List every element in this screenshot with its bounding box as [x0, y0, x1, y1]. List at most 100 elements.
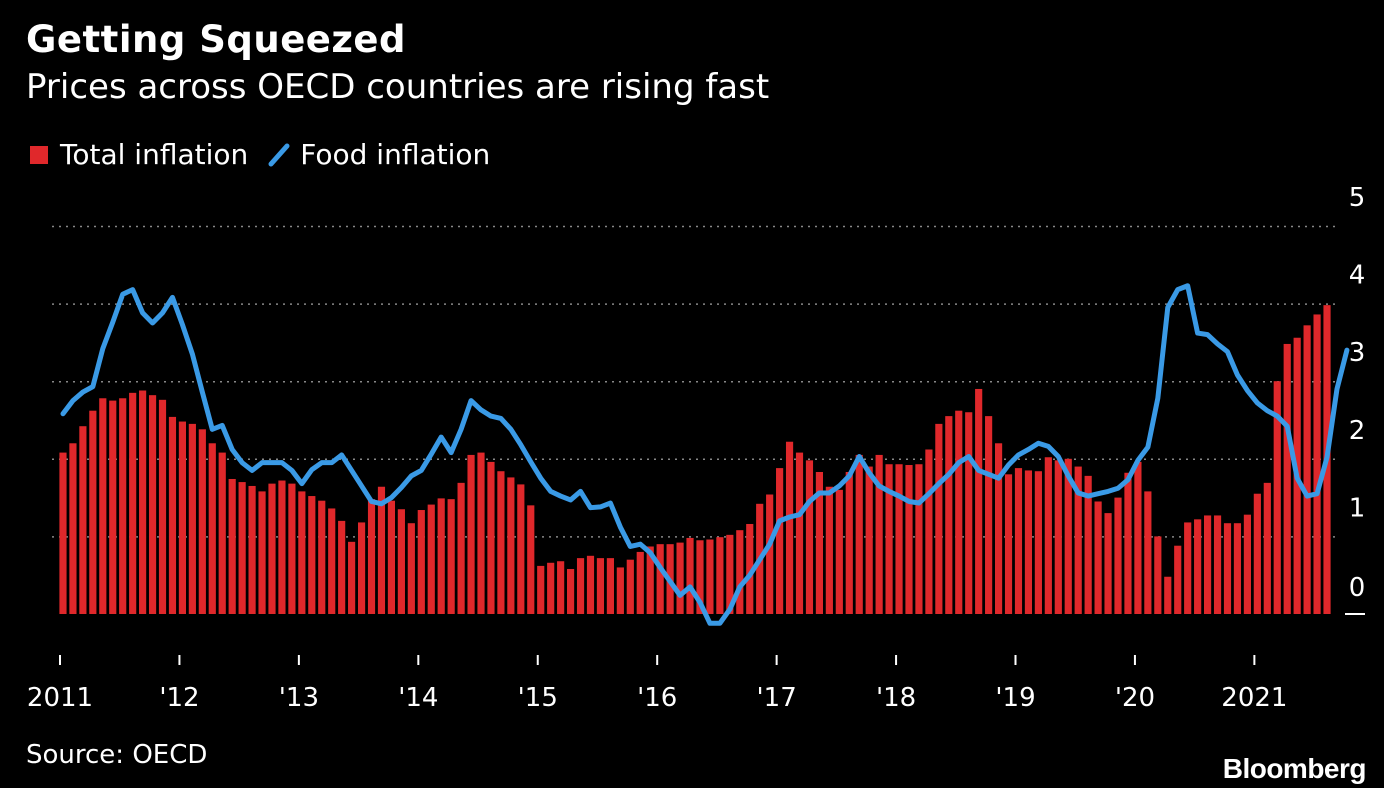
x-tick-label: '13 — [279, 683, 319, 713]
total-inflation-bar — [975, 388, 983, 614]
total-inflation-bar — [1154, 536, 1162, 614]
total-inflation-bar — [1124, 472, 1132, 614]
total-inflation-bar — [158, 399, 167, 614]
total-inflation-bars — [59, 305, 1331, 614]
legend-swatch-line — [268, 143, 290, 166]
total-inflation-bar — [248, 485, 256, 614]
x-tick-label: 2021 — [1221, 683, 1287, 713]
total-inflation-bar — [776, 468, 784, 614]
total-inflation-bar — [736, 530, 744, 614]
total-inflation-bar — [1204, 515, 1212, 614]
total-inflation-bar — [318, 500, 326, 614]
total-inflation-bar — [1034, 471, 1042, 614]
food-inflation-line — [60, 283, 1350, 626]
total-inflation-bar — [1283, 343, 1291, 614]
total-inflation-bar — [616, 567, 624, 614]
total-inflation-bar — [915, 464, 923, 614]
total-inflation-bar — [427, 504, 435, 614]
legend: Total inflation Food inflation — [30, 138, 510, 171]
y-tick-label: 0 — [1349, 573, 1366, 603]
total-inflation-bar — [139, 390, 147, 614]
total-inflation-bar — [1164, 576, 1172, 614]
total-inflation-bar — [268, 483, 276, 614]
total-inflation-bar — [1084, 475, 1092, 614]
y-axis-ticks: 0 1 2 3 4 5 — [1345, 183, 1366, 615]
total-inflation-bar — [387, 500, 396, 614]
x-tick-label: 2011 — [27, 683, 93, 713]
total-inflation-bar — [328, 508, 336, 614]
total-inflation-bar — [835, 489, 843, 614]
total-inflation-bar — [129, 392, 137, 614]
total-inflation-bar — [1273, 381, 1281, 614]
y-tick-label: 3 — [1349, 338, 1366, 368]
total-inflation-bar — [626, 559, 634, 614]
x-tick-label: '12 — [159, 683, 199, 713]
total-inflation-bar — [1114, 497, 1122, 614]
total-inflation-bar — [1054, 460, 1062, 614]
total-inflation-bar — [885, 464, 893, 614]
total-inflation-bar — [218, 452, 226, 614]
x-tick-label: '14 — [398, 683, 438, 713]
total-inflation-bar — [447, 499, 455, 614]
legend-item-food-inflation: Food inflation — [268, 138, 490, 171]
total-inflation-bar — [357, 522, 366, 614]
x-tick-label: '20 — [1115, 683, 1155, 713]
total-inflation-bar — [935, 423, 943, 614]
total-inflation-bar — [417, 510, 425, 614]
total-inflation-bar — [875, 454, 883, 614]
x-tick-label: '17 — [757, 683, 797, 713]
gridlines — [52, 225, 1340, 538]
total-inflation-bar — [178, 421, 186, 614]
x-tick-label: '16 — [637, 683, 677, 713]
total-inflation-bar — [148, 395, 157, 614]
total-inflation-bar — [487, 461, 495, 614]
y-tick-label: 1 — [1349, 493, 1366, 523]
y-tick-label: 4 — [1349, 261, 1366, 291]
total-inflation-bar — [985, 416, 993, 614]
total-inflation-bar — [567, 568, 575, 614]
x-tick-label: '15 — [518, 683, 558, 713]
total-inflation-bar — [517, 484, 525, 614]
x-tick-label: '19 — [995, 683, 1035, 713]
total-inflation-bar — [726, 534, 734, 614]
total-inflation-bar — [636, 551, 644, 614]
total-inflation-bar — [377, 486, 386, 614]
food-inflation-line-layer — [60, 283, 1350, 626]
total-inflation-bar — [477, 452, 485, 614]
total-inflation-bar — [766, 494, 774, 614]
total-inflation-bar — [89, 410, 97, 614]
total-inflation-bar — [59, 452, 67, 614]
total-inflation-bar — [1134, 461, 1142, 614]
total-inflation-bar — [696, 540, 704, 614]
total-inflation-bar — [168, 416, 177, 614]
total-inflation-bar — [955, 410, 963, 614]
total-inflation-bar — [228, 478, 236, 614]
total-inflation-bar — [1174, 545, 1182, 614]
total-inflation-bar — [467, 454, 475, 614]
total-inflation-bar — [656, 544, 664, 614]
total-inflation-bar — [557, 561, 565, 614]
total-inflation-bar — [965, 412, 973, 614]
total-inflation-bar — [865, 466, 873, 614]
total-inflation-bar — [407, 523, 415, 614]
total-inflation-bar — [815, 471, 823, 614]
total-inflation-bar — [69, 443, 77, 614]
total-inflation-bar — [457, 482, 465, 614]
total-inflation-bar — [606, 558, 614, 614]
total-inflation-bar — [527, 505, 535, 614]
total-inflation-bar — [238, 482, 246, 614]
total-inflation-bar — [188, 423, 196, 614]
x-axis-ticks: 2011 '12 '13 '14 '15 '16 '17 '18 '19 '20 2021 — [27, 655, 1287, 713]
total-inflation-bar — [825, 486, 833, 614]
total-inflation-bar — [367, 499, 376, 614]
total-inflation-bar — [706, 539, 714, 614]
total-inflation-bar — [79, 426, 87, 614]
total-inflation-bar — [278, 480, 286, 614]
total-inflation-bar — [198, 429, 206, 614]
total-inflation-bar — [746, 523, 754, 614]
total-inflation-bar — [1243, 514, 1251, 614]
x-tick-label: '18 — [876, 683, 916, 713]
total-inflation-bar — [845, 471, 853, 614]
total-inflation-bar — [1303, 325, 1311, 614]
total-inflation-bar — [576, 558, 585, 614]
